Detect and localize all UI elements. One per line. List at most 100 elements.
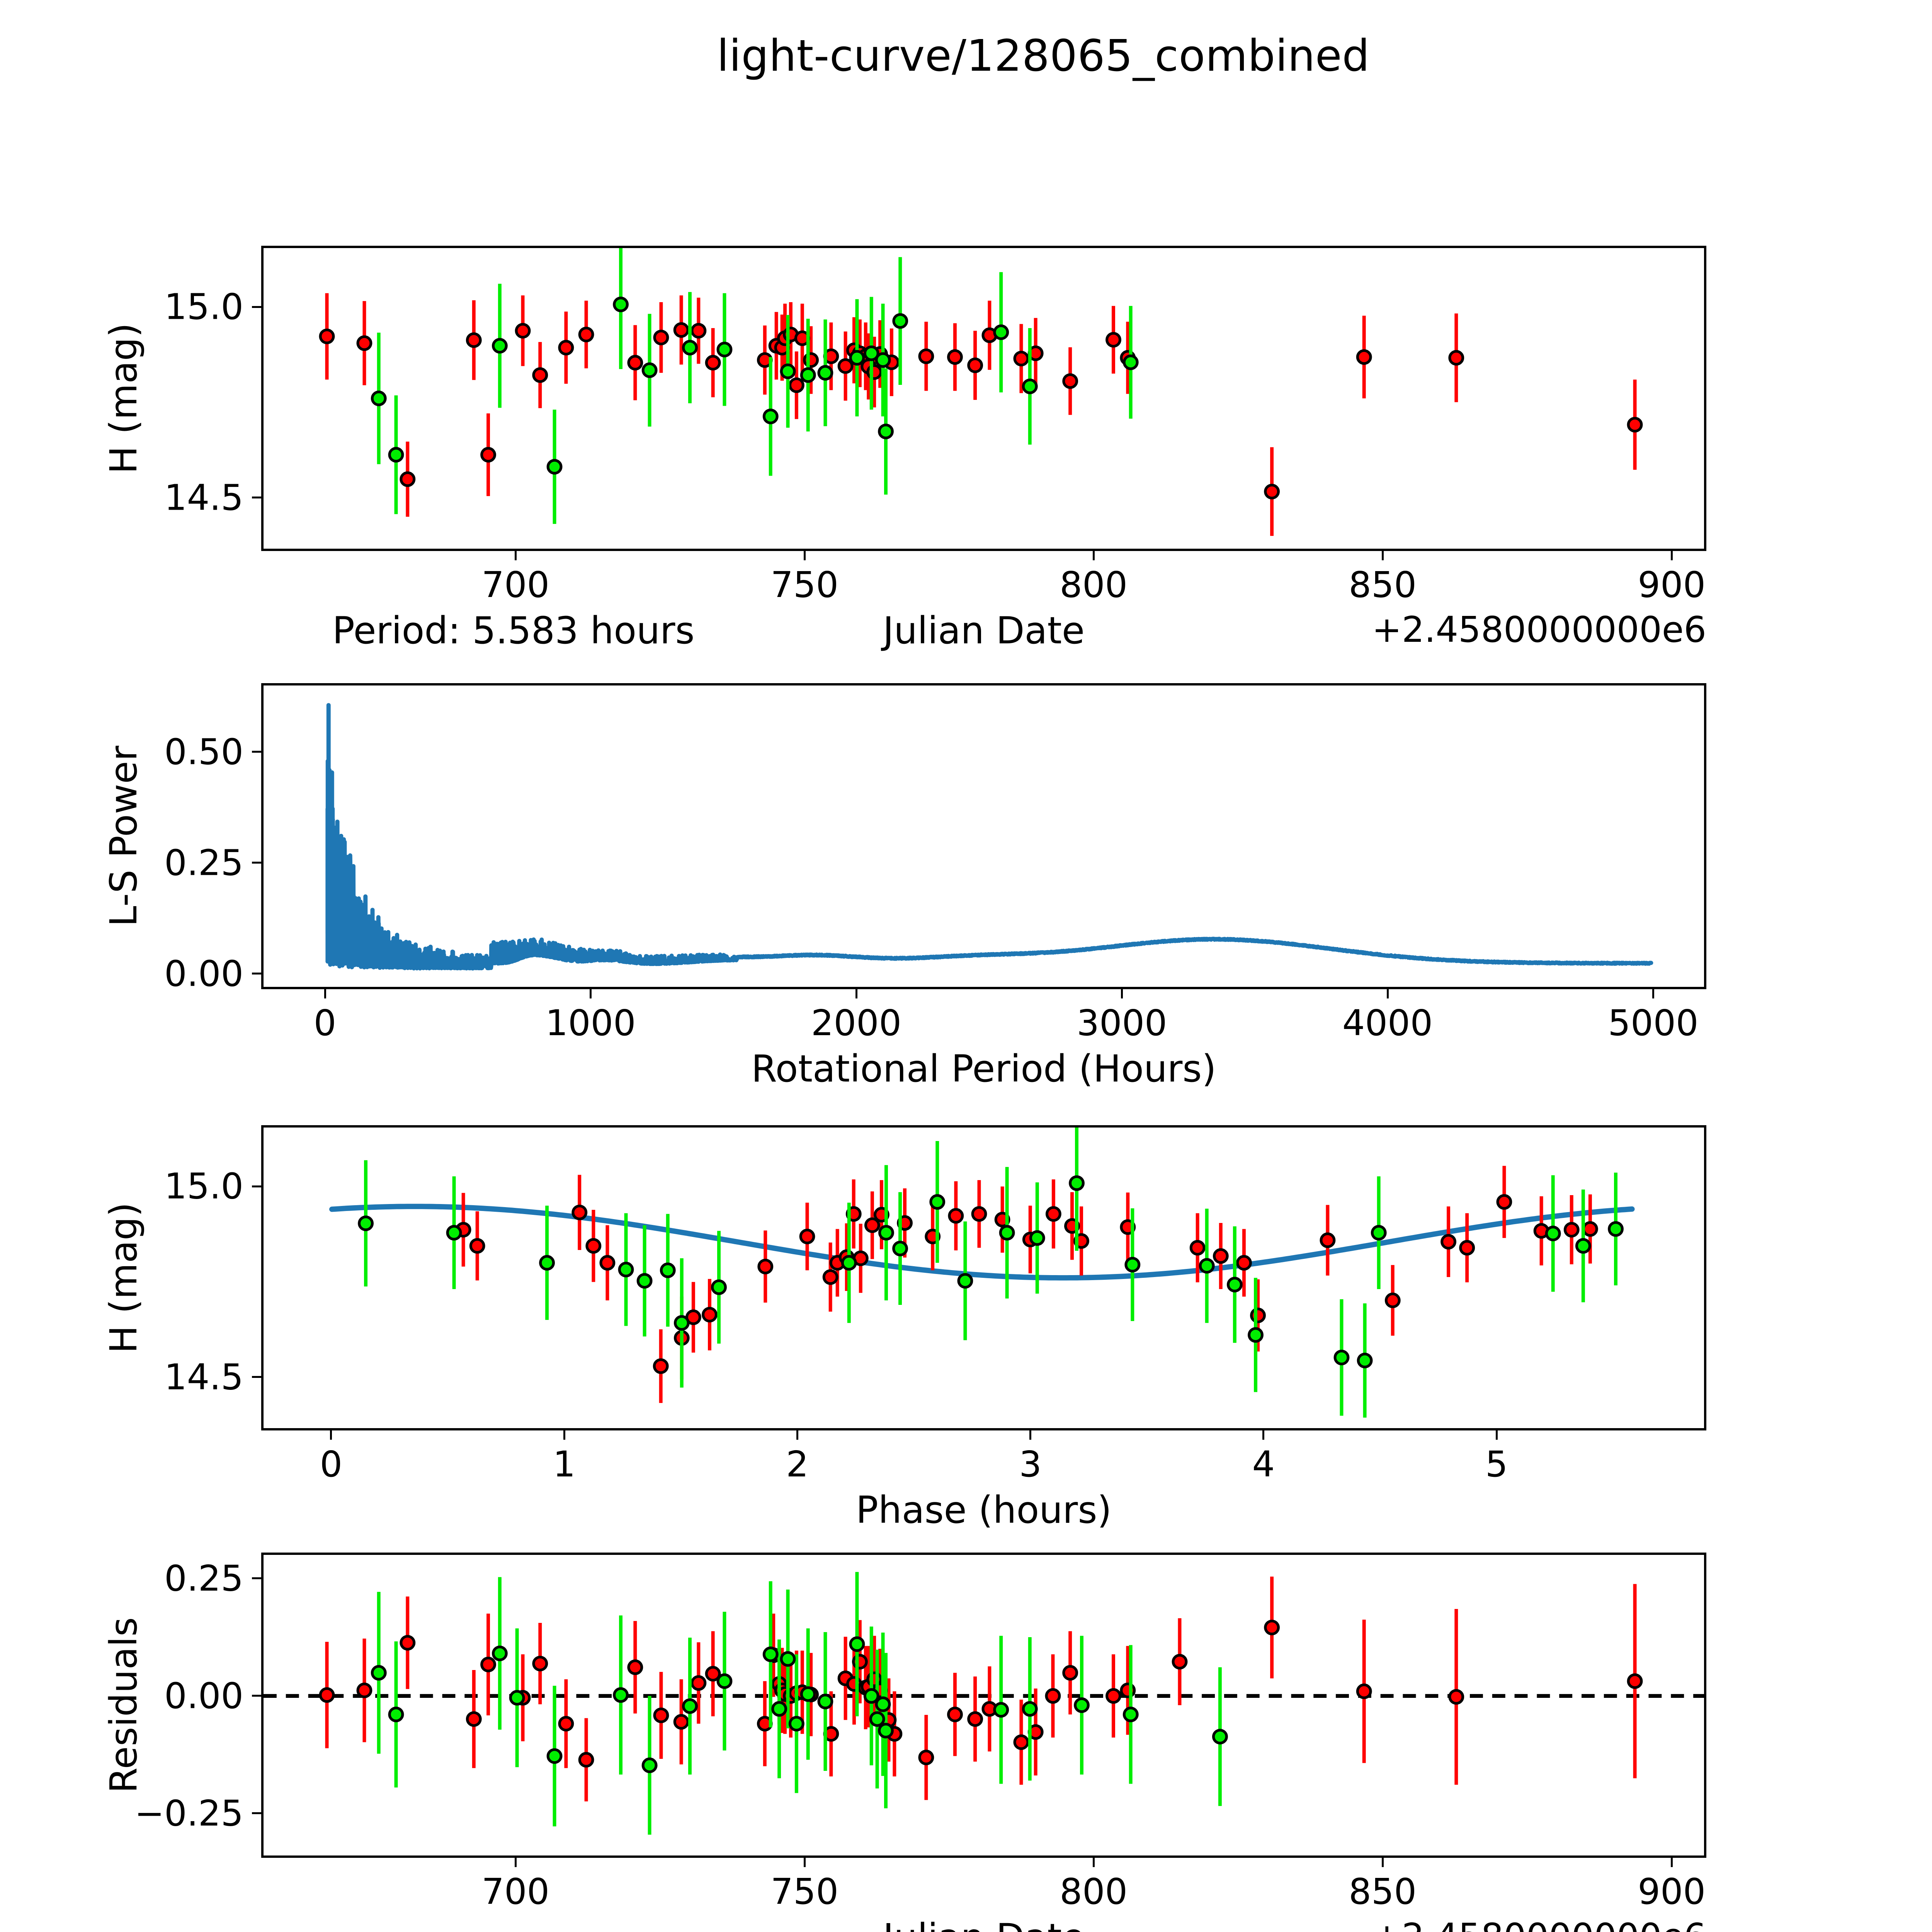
panel-residuals-xtick — [803, 1858, 806, 1867]
panel-periodogram-xtick — [1652, 989, 1654, 998]
panel-phasefold-xtick — [563, 1430, 565, 1440]
series-red-band — [319, 293, 1643, 536]
data-point — [388, 1706, 404, 1723]
panel-residuals-xticklabel: 900 — [1638, 1871, 1706, 1912]
data-point — [1124, 1257, 1141, 1273]
panel-periodogram-xaxis-label: Rotational Period (Hours) — [751, 1047, 1216, 1090]
data-point — [892, 1240, 908, 1257]
data-point — [613, 296, 629, 313]
data-point — [400, 471, 416, 487]
data-point — [1356, 1683, 1372, 1699]
panel-residuals-yticklabel: −0.25 — [134, 1793, 243, 1834]
panel-phasefold-xtick — [1029, 1430, 1032, 1440]
panel-lightcurve-ytick — [252, 497, 261, 499]
data-point — [869, 1711, 885, 1727]
panel-phasefold-xticklabel: 4 — [1252, 1444, 1275, 1485]
panel-lightcurve — [261, 246, 1706, 551]
data-point — [1236, 1255, 1252, 1271]
data-point — [1199, 1258, 1215, 1274]
periodogram-power-line — [325, 703, 1653, 971]
panel-periodogram-yticklabel: 0.50 — [164, 731, 243, 773]
data-point — [1022, 1701, 1038, 1717]
data-point — [1213, 1248, 1229, 1264]
panel-periodogram-yticklabel: 0.00 — [164, 953, 243, 995]
series-green-band — [371, 1572, 1228, 1835]
data-point — [492, 1645, 508, 1662]
data-point — [1250, 1308, 1266, 1323]
data-point — [319, 328, 335, 344]
data-point — [705, 1666, 721, 1682]
panel-lightcurve-x-offset-label: +2.4580000000e6 — [1372, 609, 1706, 650]
data-point — [660, 1262, 676, 1278]
data-point — [1045, 1688, 1061, 1704]
data-point — [817, 1694, 833, 1709]
data-point — [682, 340, 698, 355]
data-point — [1105, 332, 1121, 348]
panel-phasefold-xticklabel: 1 — [553, 1444, 576, 1485]
data-point — [469, 1238, 485, 1254]
data-point — [993, 1702, 1009, 1718]
data-point — [947, 349, 963, 365]
data-point — [599, 1255, 616, 1271]
panel-phasefold-ytick — [252, 1376, 261, 1378]
data-point — [1575, 1238, 1591, 1254]
panel-phasefold-yticklabel: 15.0 — [164, 1165, 243, 1207]
data-point — [673, 1315, 690, 1331]
data-point — [788, 377, 804, 393]
data-point — [627, 1659, 643, 1675]
data-point — [1627, 1673, 1643, 1689]
panel-periodogram-ytick — [252, 973, 261, 975]
data-point — [613, 1687, 629, 1703]
data-point — [849, 350, 865, 366]
series-red-band — [455, 1166, 1598, 1403]
panel-lightcurve-xtick — [1670, 551, 1673, 560]
data-point — [682, 1698, 698, 1714]
panel-residuals-xticklabel: 700 — [481, 1871, 550, 1912]
panel-periodogram-yaxis-label: L-S Power — [102, 745, 145, 927]
panel-lightcurve-xtick — [1381, 551, 1384, 560]
data-point — [1608, 1221, 1624, 1237]
panel-periodogram-plot-area — [325, 703, 1653, 971]
data-point — [653, 330, 669, 345]
data-point — [892, 313, 908, 329]
data-point — [673, 1714, 689, 1730]
series-green-band — [358, 1128, 1624, 1418]
data-point — [762, 1646, 779, 1662]
data-point — [466, 1711, 482, 1727]
data-point — [492, 338, 508, 354]
data-point — [356, 1682, 372, 1698]
data-point — [1105, 1688, 1121, 1704]
data-point — [1264, 1619, 1280, 1636]
data-point — [1045, 1206, 1061, 1222]
data-point — [388, 447, 404, 463]
data-point — [800, 1686, 816, 1702]
panel-periodogram-xticklabel: 3000 — [1077, 1002, 1167, 1044]
data-point — [1013, 350, 1029, 367]
panel-periodogram-xtick — [855, 989, 857, 998]
panel-lightcurve-xticklabel: 900 — [1638, 564, 1706, 605]
panel-residuals-xtick — [1670, 1858, 1673, 1867]
panel-lightcurve-xticklabel: 850 — [1349, 564, 1417, 605]
panel-lightcurve-yticklabel: 15.0 — [164, 286, 243, 328]
panel-periodogram-xticklabel: 5000 — [1608, 1002, 1699, 1044]
panel-lightcurve-xtick — [514, 551, 517, 560]
data-point — [762, 408, 779, 424]
data-point — [799, 1228, 815, 1245]
data-point — [585, 1238, 602, 1254]
data-point — [1189, 1240, 1206, 1256]
data-point — [1357, 1352, 1373, 1369]
data-point — [1226, 1277, 1243, 1293]
panel-periodogram-xticklabel: 4000 — [1342, 1002, 1433, 1044]
data-point — [993, 324, 1009, 340]
panel-residuals-xtick — [514, 1858, 517, 1867]
data-point — [532, 1656, 548, 1672]
panel-residuals — [261, 1553, 1706, 1858]
panel-lightcurve-xtick — [1092, 551, 1095, 560]
data-point — [371, 1665, 387, 1681]
data-point — [918, 348, 934, 364]
period-annotation: Period: 5.583 hours — [332, 609, 695, 652]
data-point — [618, 1262, 634, 1277]
data-point — [578, 327, 594, 342]
data-point — [841, 1255, 857, 1271]
panel-phasefold-xtick — [1262, 1430, 1265, 1440]
